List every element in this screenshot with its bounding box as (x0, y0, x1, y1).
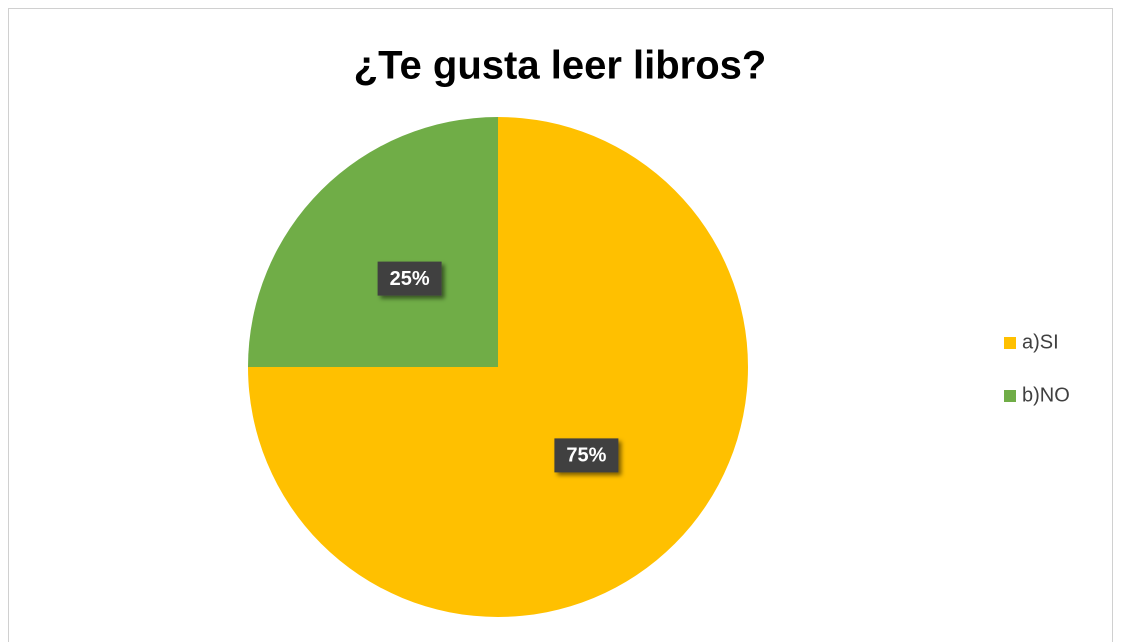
legend-label: b)NO (1022, 384, 1070, 406)
legend-swatch (1004, 390, 1016, 402)
data-label: 75% (566, 445, 606, 467)
pie-slice (248, 117, 498, 367)
legend-label: a)SI (1022, 331, 1059, 353)
data-label: 25% (390, 268, 430, 290)
chart-title: ¿Te gusta leer libros? (354, 44, 767, 88)
data-label-box (377, 261, 442, 296)
legend-swatch (1004, 337, 1016, 349)
data-label-box (554, 438, 619, 473)
